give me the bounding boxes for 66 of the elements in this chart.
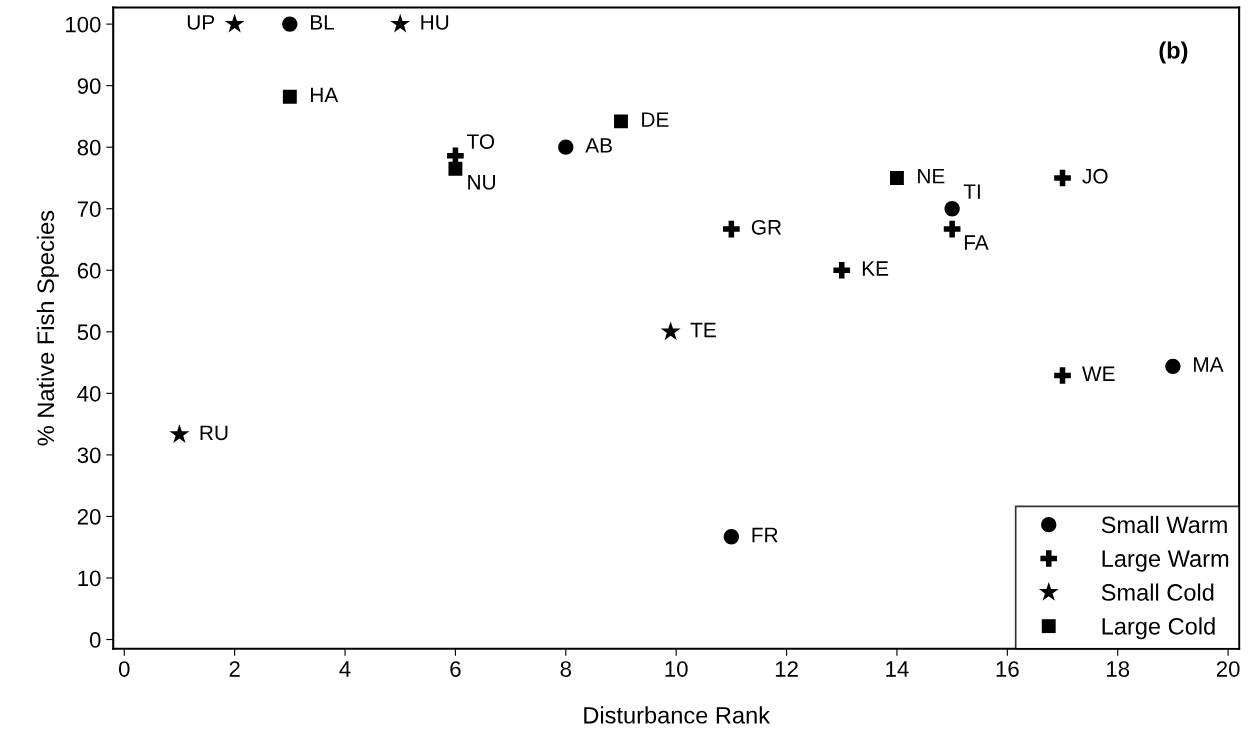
x-tick-label: 12: [775, 661, 798, 677]
annotation: RU: [200, 425, 228, 441]
y-tick-label: 20: [77, 508, 101, 525]
x-tick-label: 18: [1107, 661, 1130, 677]
annotation: TI: [963, 184, 980, 199]
annotation: BL: [310, 15, 335, 30]
annotation: WE: [1082, 366, 1115, 381]
x-tick-label: 0: [118, 661, 130, 677]
annotation: NE: [918, 169, 945, 184]
point: [224, 13, 245, 33]
annotation: UP: [187, 15, 215, 30]
annotation: FR: [752, 527, 778, 543]
annotation: (b): [1159, 41, 1188, 64]
point: [282, 89, 297, 104]
legend-label: Small Warm: [1101, 515, 1227, 534]
annotation: AB: [585, 138, 612, 153]
y-tick-label: 50: [77, 324, 101, 341]
annotation: JO: [1082, 168, 1108, 184]
y-tick-label: 40: [77, 385, 101, 402]
annotation: HA: [310, 87, 339, 103]
x-tick-label: 8: [560, 661, 572, 677]
point: [282, 16, 298, 32]
x-tick-label: 2: [229, 661, 240, 677]
x-tick-label: 4: [339, 661, 351, 677]
point: [723, 529, 740, 545]
x-tick-label: 20: [1216, 661, 1240, 677]
point: [614, 114, 628, 129]
point: [833, 261, 851, 279]
y-tick-label: 100: [66, 16, 101, 33]
point: [943, 220, 961, 238]
y-tick-label: 90: [77, 78, 101, 94]
x-tick-label: 16: [996, 661, 1019, 677]
point: [448, 161, 463, 176]
point: [1054, 169, 1071, 187]
y-axis-title: % Native Fish Species: [36, 210, 59, 446]
legend-label: Large Cold: [1102, 617, 1215, 640]
y-tick-label: 10: [78, 570, 101, 587]
annotation: GR: [751, 219, 782, 235]
point: [390, 13, 411, 33]
annotation: TE: [690, 322, 716, 338]
x-axis-title: Disturbance Rank: [584, 706, 771, 724]
y-tick-label: 70: [77, 201, 101, 218]
annotation: MA: [1194, 357, 1224, 372]
y-tick-label: 30: [77, 447, 101, 464]
y-tick-label: 0: [89, 632, 101, 648]
legend-label: Small Cold: [1101, 583, 1214, 601]
annotation: TO: [466, 134, 495, 149]
legend-label: Large Warm: [1102, 550, 1229, 572]
point: [660, 321, 681, 341]
annotation: KE: [862, 261, 889, 276]
point: [1165, 358, 1181, 374]
point: [890, 171, 904, 185]
point: [723, 220, 740, 238]
y-tick-label: 80: [77, 139, 101, 156]
annotation: NU: [468, 175, 495, 190]
point: [944, 201, 960, 217]
point: [558, 139, 574, 155]
annotation: FA: [964, 235, 989, 250]
annotation: DE: [642, 112, 669, 127]
point: [1054, 367, 1071, 384]
point: [169, 424, 190, 444]
x-tick-label: 6: [450, 661, 461, 677]
annotation: HU: [421, 15, 449, 30]
x-tick-label: 10: [665, 661, 688, 677]
y-tick-label: 60: [77, 262, 101, 279]
x-tick-label: 14: [886, 661, 909, 677]
